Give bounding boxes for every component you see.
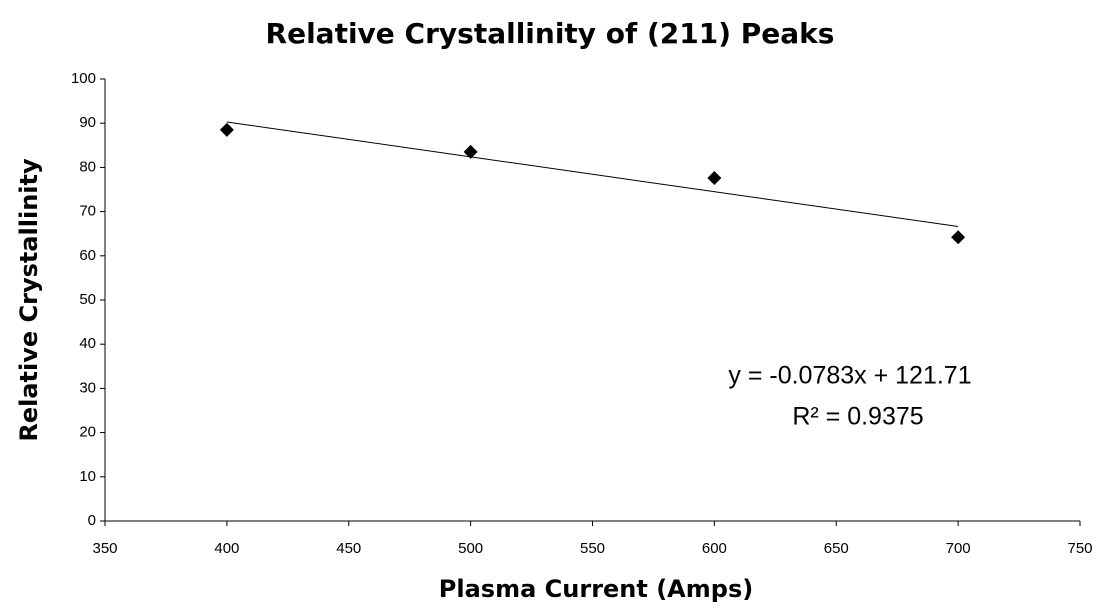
marker bbox=[707, 171, 722, 186]
x-tick-label: 550 bbox=[580, 540, 605, 557]
r-squared: R² = 0.9375 bbox=[792, 403, 923, 431]
x-tick-label: 750 bbox=[1067, 540, 1092, 557]
x-tick-label: 400 bbox=[214, 540, 239, 557]
x-tick-label: 500 bbox=[458, 540, 483, 557]
y-tick-label: 20 bbox=[79, 424, 96, 441]
y-tick-label: 0 bbox=[88, 512, 96, 529]
x-tick-label: 350 bbox=[92, 540, 117, 557]
x-tick-label: 700 bbox=[946, 540, 971, 557]
y-tick-label: 90 bbox=[79, 114, 96, 131]
y-axis-title: Relative Crystallinity bbox=[15, 158, 43, 442]
x-tick-label: 650 bbox=[824, 540, 849, 557]
marker bbox=[463, 144, 478, 159]
marker bbox=[951, 230, 966, 245]
chart-title: Relative Crystallinity of (211) Peaks bbox=[266, 17, 835, 50]
y-tick-label: 50 bbox=[79, 291, 96, 308]
y-tick-label: 40 bbox=[79, 335, 96, 352]
y-tick-label: 30 bbox=[79, 379, 96, 396]
y-tick-label: 100 bbox=[71, 70, 96, 87]
marker bbox=[219, 122, 234, 137]
x-tick-label: 600 bbox=[702, 540, 727, 557]
y-tick-label: 70 bbox=[79, 203, 96, 220]
trendline-equation: y = -0.0783x + 121.71 bbox=[728, 362, 971, 390]
y-tick-label: 10 bbox=[79, 468, 96, 485]
x-axis-title: Plasma Current (Amps) bbox=[439, 575, 753, 603]
trendline bbox=[226, 121, 959, 227]
y-tick-label: 60 bbox=[79, 247, 96, 264]
x-tick-label: 450 bbox=[336, 540, 361, 557]
y-tick-label: 80 bbox=[79, 158, 96, 175]
